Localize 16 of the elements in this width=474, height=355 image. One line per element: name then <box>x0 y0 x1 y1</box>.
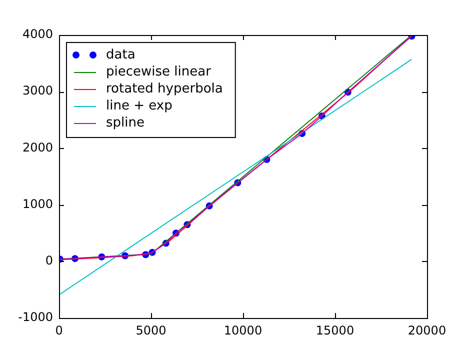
x-tick-label: 20000 <box>408 323 446 338</box>
legend-label: data <box>106 47 136 62</box>
x-tick-label: 15000 <box>316 323 354 338</box>
y-tick-label: 3000 <box>22 84 53 98</box>
legend-label: spline <box>106 115 144 130</box>
x-tick-label: 0 <box>55 323 63 338</box>
y-tick-label: -1000 <box>18 310 53 324</box>
y-tick-label: 2000 <box>22 140 53 154</box>
legend-label: rotated hyperbola <box>106 81 223 96</box>
y-tick-label: 0 <box>45 254 53 268</box>
y-tick-label: 4000 <box>22 27 53 42</box>
y-tick-label: 1000 <box>22 196 53 211</box>
legend-label: piecewise linear <box>106 64 212 80</box>
legend-label: line + exp <box>106 98 172 114</box>
x-tick-label: 10000 <box>224 323 262 338</box>
x-tick-label: 5000 <box>136 323 166 338</box>
